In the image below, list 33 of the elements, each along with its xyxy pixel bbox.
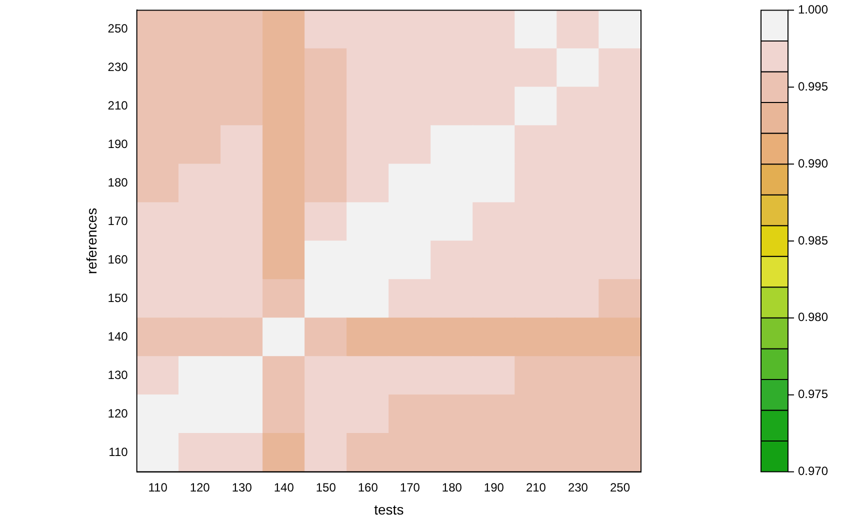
color-bar-label: 0.980 bbox=[798, 310, 828, 324]
x-tick-label: 230 bbox=[568, 480, 588, 494]
x-axis-title: tests bbox=[374, 501, 404, 518]
x-tick-label: 250 bbox=[610, 480, 630, 494]
y-tick-label: 210 bbox=[108, 98, 128, 113]
color-bar-label: 1.000 bbox=[798, 2, 828, 17]
x-tick-label: 120 bbox=[190, 480, 210, 494]
x-tick-label: 140 bbox=[274, 480, 294, 494]
y-tick-label: 140 bbox=[108, 329, 128, 344]
color-bar-label: 0.970 bbox=[798, 464, 828, 478]
x-tick-label: 210 bbox=[526, 480, 546, 494]
y-tick-label: 170 bbox=[108, 214, 128, 228]
y-tick-label: 180 bbox=[108, 176, 128, 190]
color-bar-label: 0.975 bbox=[798, 387, 828, 402]
y-tick-label: 150 bbox=[108, 291, 128, 306]
x-tick-label: 190 bbox=[484, 480, 504, 494]
color-bar-label: 0.990 bbox=[798, 156, 828, 170]
y-tick-label: 190 bbox=[108, 137, 128, 152]
y-tick-label: 250 bbox=[108, 22, 128, 36]
x-tick-label: 150 bbox=[316, 480, 336, 494]
x-tick-label: 160 bbox=[358, 480, 378, 494]
x-tick-label: 130 bbox=[232, 480, 252, 494]
x-tick-label: 110 bbox=[148, 480, 168, 494]
y-tick-label: 160 bbox=[108, 252, 128, 267]
color-bar-label: 0.985 bbox=[798, 233, 828, 248]
y-tick-label: 130 bbox=[108, 368, 128, 382]
y-tick-label: 110 bbox=[108, 444, 128, 459]
y-axis-title: references bbox=[83, 208, 100, 274]
y-tick-label: 230 bbox=[108, 60, 128, 74]
color-bar-label: 0.995 bbox=[798, 79, 828, 94]
x-tick-label: 180 bbox=[442, 480, 462, 494]
x-tick-label: 170 bbox=[400, 480, 420, 494]
y-tick-label: 120 bbox=[108, 406, 128, 420]
